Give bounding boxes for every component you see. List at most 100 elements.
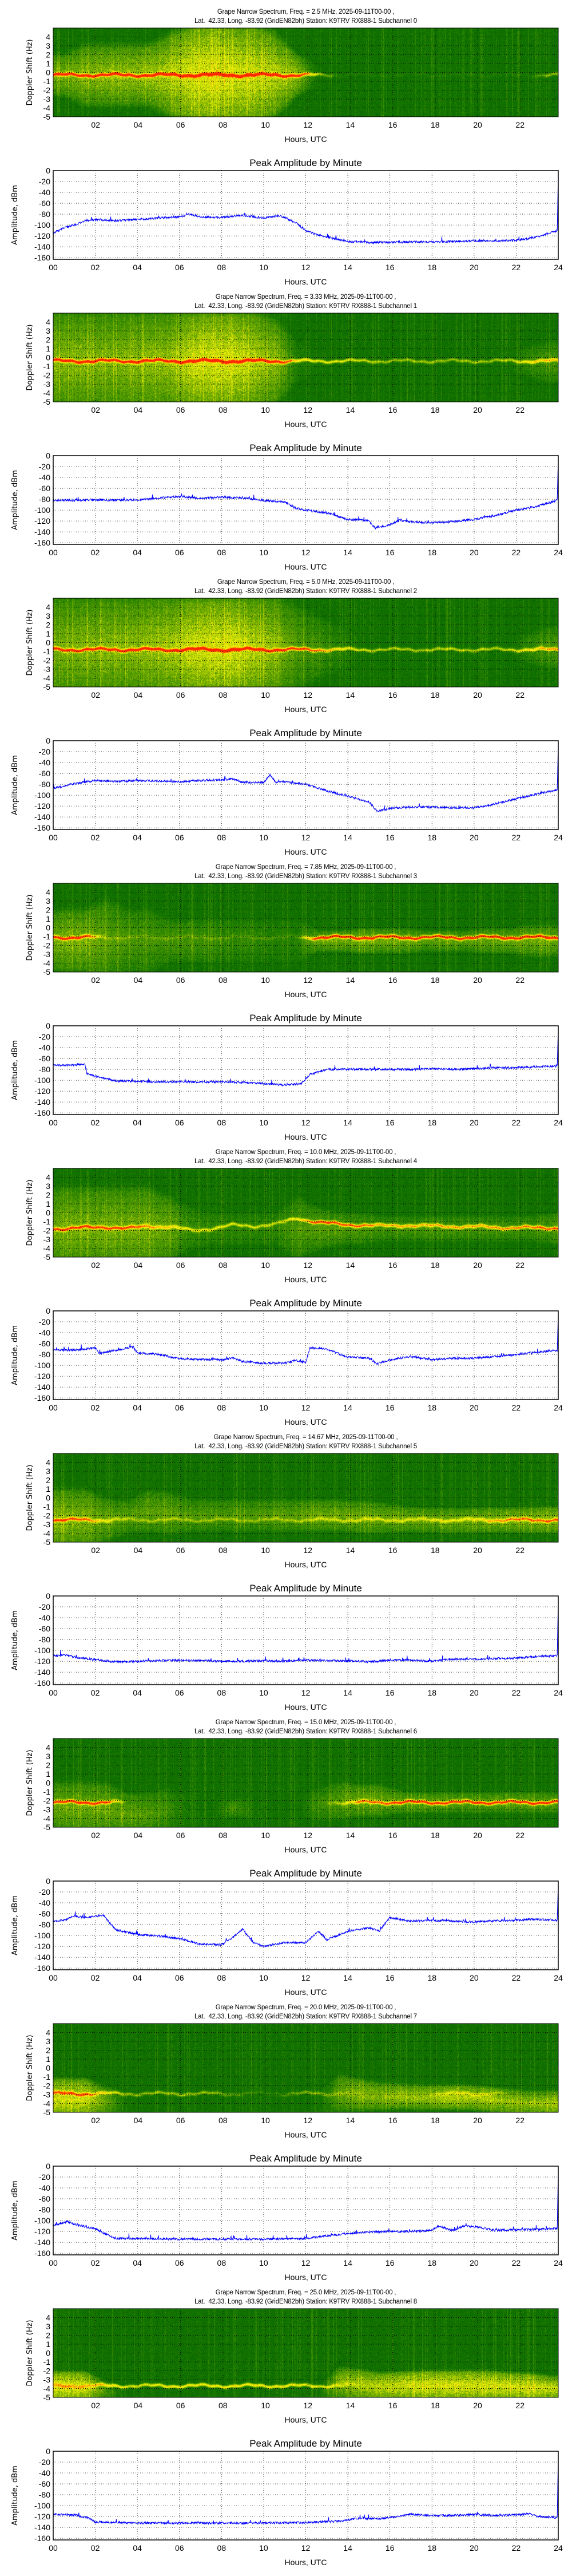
spectrogram-x-tick-label: 06 <box>176 2116 185 2125</box>
spectrogram-y-tick-label: -5 <box>43 967 51 977</box>
amplitude-x-tick-label: 08 <box>217 263 227 272</box>
spectrogram-y-tick-label: -3 <box>43 1805 51 1814</box>
amplitude-x-tick-label: 24 <box>554 263 563 272</box>
amplitude-y-tick-label: -80 <box>39 495 50 504</box>
spectrogram-title-line1: Grape Narrow Spectrum, Freq. = 10.0 MHz,… <box>215 1149 396 1156</box>
spectrogram-y-tick-label: 3 <box>46 611 50 621</box>
amplitude-x-tick-label: 10 <box>259 1118 268 1127</box>
spectrogram-x-axis-label: Hours, UTC <box>285 1275 327 1284</box>
spectrogram-x-tick-label: 18 <box>431 975 440 985</box>
spectrogram-y-tick-label: 4 <box>46 2028 50 2037</box>
amplitude-y-tick-label: -140 <box>34 1097 50 1107</box>
spectrogram-title-line1: Grape Narrow Spectrum, Freq. = 5.0 MHz, … <box>217 579 395 586</box>
spectrogram-y-tick-label: -3 <box>43 2375 51 2384</box>
amplitude-x-tick-label: 10 <box>259 1688 268 1697</box>
spectrogram-x-tick-label: 14 <box>346 405 355 414</box>
amplitude-y-tick-label: -60 <box>39 1624 50 1633</box>
spectrogram-y-axis-label: Doppler Shift (Hz) <box>26 1465 34 1531</box>
subchannel-panel-5: Grape Narrow Spectrum, Freq. = 14.67 MHz… <box>0 1425 572 1710</box>
spectrogram-x-tick-label: 14 <box>346 1261 355 1270</box>
amplitude-x-tick-label: 14 <box>343 833 352 842</box>
amplitude-frame <box>53 455 559 545</box>
amplitude-y-tick-label: 0 <box>46 1306 50 1315</box>
amplitude-y-tick-label: -120 <box>34 516 50 526</box>
spectrogram-x-tick-label: 20 <box>473 1831 482 1840</box>
spectrogram-x-tick-label: 02 <box>91 1831 100 1840</box>
spectrogram-x-tick-label: 08 <box>219 2116 228 2125</box>
spectrogram-x-tick-label: 04 <box>134 405 143 414</box>
spectrogram-x-tick-label: 16 <box>388 1831 398 1840</box>
spectrogram-x-tick-label: 22 <box>515 1261 525 1270</box>
amplitude-x-tick-label: 04 <box>133 263 142 272</box>
spectrogram-x-axis-label: Hours, UTC <box>285 705 327 714</box>
spectrogram-y-tick-label: -3 <box>43 1520 51 1529</box>
spectrogram-y-tick-label: -2 <box>43 1511 51 1520</box>
amplitude-x-tick-label: 00 <box>49 548 58 557</box>
spectrogram-x-tick-label: 22 <box>515 120 525 129</box>
spectrogram-x-tick-label: 22 <box>515 975 525 985</box>
amplitude-series-line <box>53 170 559 244</box>
amplitude-x-tick-label: 16 <box>386 833 395 842</box>
amplitude-y-tick-label: -60 <box>39 1054 50 1063</box>
amplitude-frame <box>53 1880 559 1970</box>
amplitude-y-tick-label: -100 <box>34 1646 50 1655</box>
spectrogram-y-tick-label: -2 <box>43 941 51 950</box>
amplitude-x-tick-label: 06 <box>175 263 184 272</box>
spectrogram-x-tick-label: 18 <box>431 120 440 129</box>
amplitude-x-tick-label: 06 <box>175 2258 184 2267</box>
amplitude-chart-title: Peak Amplitude by Minute <box>249 728 362 738</box>
amplitude-x-tick-label: 14 <box>343 263 352 272</box>
spectrogram-x-tick-label: 22 <box>515 690 525 700</box>
spectrogram-y-tick-label: 1 <box>46 59 50 68</box>
amplitude-y-tick-label: -160 <box>34 538 50 547</box>
spectrogram-y-tick-label: 1 <box>46 2055 50 2064</box>
amplitude-x-tick-label: 20 <box>470 548 479 557</box>
spectrogram-y-tick-label: 2 <box>46 906 50 915</box>
panel-axes-overlay: 02 04 06 08 10 12 14 16 18 20 2243210-1-2-3-4-5Hou… <box>11 313 563 570</box>
spectrogram-x-tick-label: 18 <box>431 690 440 700</box>
amplitude-y-tick-label: -100 <box>34 2501 50 2510</box>
amplitude-x-axis-label: Hours, UTC <box>285 1988 327 1996</box>
amplitude-y-tick-label: -20 <box>39 1032 50 1041</box>
amplitude-frame <box>53 1310 559 1400</box>
spectrogram-heatmap <box>53 2309 558 2397</box>
amplitude-x-tick-label: 16 <box>386 2258 395 2267</box>
amplitude-x-tick-label: 22 <box>512 2258 521 2267</box>
amplitude-x-tick-label: 16 <box>386 1688 395 1697</box>
spectrogram-y-axis-label: Doppler Shift (Hz) <box>26 895 34 961</box>
spectrogram-title-line2: Lat. 42.33, Long. -83.92 (GridEN82bh) St… <box>194 303 418 310</box>
spectrogram-x-tick-label: 22 <box>515 405 525 414</box>
amplitude-y-tick-label: -120 <box>34 231 50 240</box>
amplitude-x-tick-label: 18 <box>427 1118 436 1127</box>
amplitude-x-tick-label: 18 <box>427 2543 436 2553</box>
amplitude-x-tick-label: 04 <box>133 2543 142 2553</box>
spectrogram-frame <box>53 1168 559 1258</box>
amplitude-y-tick-label: -140 <box>34 527 50 536</box>
spectrogram-y-tick-label: -4 <box>43 389 51 398</box>
amplitude-x-tick-label: 24 <box>554 1403 563 1412</box>
amplitude-x-tick-label: 24 <box>554 833 563 842</box>
spectrogram-y-tick-label: 4 <box>46 2313 50 2322</box>
amplitude-y-tick-label: -160 <box>34 253 50 262</box>
amplitude-y-tick-label: -80 <box>39 2490 50 2499</box>
amplitude-y-tick-label: -120 <box>34 1086 50 1096</box>
spectrogram-x-tick-label: 18 <box>431 1831 440 1840</box>
spectrogram-x-tick-label: 10 <box>261 1831 270 1840</box>
spectrogram-y-tick-label: -3 <box>43 2090 51 2099</box>
spectrogram-frame <box>53 2023 559 2113</box>
spectrogram-x-axis-label: Hours, UTC <box>285 2130 327 2139</box>
spectrogram-title-line1: Grape Narrow Spectrum, Freq. = 7.85 MHz,… <box>215 864 396 871</box>
subchannel-panel-4: Grape Narrow Spectrum, Freq. = 10.0 MHz,… <box>0 1140 572 1425</box>
spectrogram-y-tick-label: -2 <box>43 2366 51 2376</box>
amplitude-series-line <box>53 1880 559 1948</box>
spectrogram-x-tick-label: 14 <box>346 2116 355 2125</box>
amplitude-y-tick-label: 0 <box>46 451 50 460</box>
amplitude-x-tick-label: 12 <box>301 1118 311 1127</box>
amplitude-y-tick-label: -80 <box>39 1350 50 1359</box>
spectrogram-x-tick-label: 12 <box>303 1546 312 1555</box>
spectrogram-y-tick-label: 0 <box>46 68 50 77</box>
spectrogram-y-tick-label: 0 <box>46 1208 50 1218</box>
spectrogram-title-line1: Grape Narrow Spectrum, Freq. = 15.0 MHz,… <box>215 1719 396 1726</box>
spectrogram-title-line2: Lat. 42.33, Long. -83.92 (GridEN82bh) St… <box>194 2013 418 2020</box>
spectrogram-x-tick-label: 08 <box>219 1261 228 1270</box>
